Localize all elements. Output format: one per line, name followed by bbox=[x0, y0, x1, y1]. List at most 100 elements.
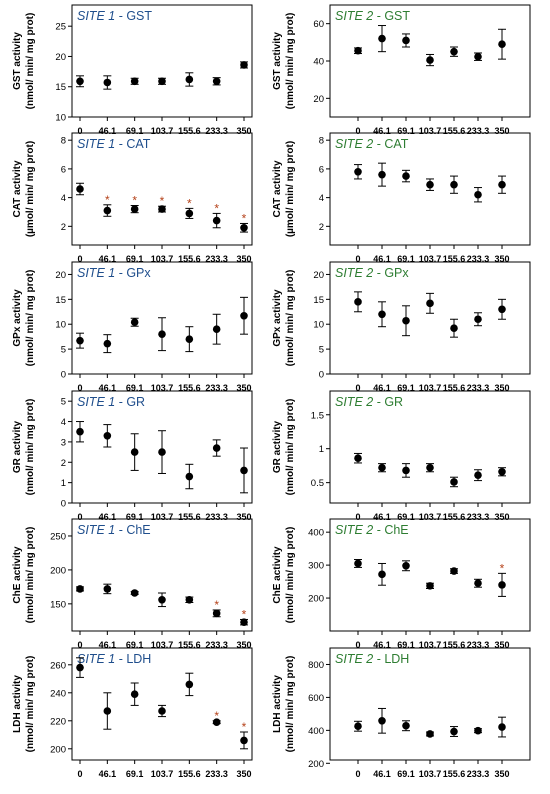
x-tick-label: 233.3 bbox=[467, 126, 490, 136]
significance-asterisk: * bbox=[242, 720, 247, 734]
x-tick-label: 155.6 bbox=[178, 512, 201, 522]
y-tick-label: 15 bbox=[55, 82, 66, 93]
data-point bbox=[240, 618, 248, 626]
x-tick-label: 103.7 bbox=[151, 769, 174, 779]
panel-enzyme-label: GPx bbox=[126, 266, 151, 280]
panel-enzyme-label: CAT bbox=[126, 137, 150, 151]
x-tick-label: 155.6 bbox=[178, 254, 201, 264]
x-tick-label: 233.3 bbox=[467, 254, 490, 264]
data-point bbox=[185, 209, 194, 218]
x-tick-label: 0 bbox=[77, 126, 82, 136]
x-tick-label: 69.1 bbox=[397, 383, 415, 393]
x-tick-label: 350 bbox=[494, 512, 509, 522]
panel-title: SITE 2 - GPx bbox=[335, 266, 409, 280]
y-tick-label: 15 bbox=[55, 295, 66, 306]
y-tick-label: 150 bbox=[50, 599, 66, 610]
significance-asterisk: * bbox=[214, 709, 219, 723]
x-tick-label: 233.3 bbox=[467, 383, 490, 393]
data-point bbox=[103, 78, 112, 87]
panel-site-label: SITE 2 bbox=[335, 395, 373, 409]
y-tick-label: 8 bbox=[61, 136, 66, 147]
y-tick-label: 200 bbox=[50, 565, 66, 576]
y-tick-label: 250 bbox=[50, 531, 66, 542]
data-point bbox=[426, 180, 434, 189]
x-tick-label: 46.1 bbox=[373, 383, 391, 393]
y-tick-label: 4 bbox=[319, 193, 324, 204]
panel-title-separator: - bbox=[115, 652, 126, 666]
x-tick-label: 0 bbox=[77, 769, 82, 779]
x-tick-label: 46.1 bbox=[99, 383, 117, 393]
y-axis-label: LDH activity bbox=[272, 675, 283, 733]
y-axis-label: CAT activity bbox=[12, 160, 23, 217]
panel-title: SITE 1 - LDH bbox=[77, 652, 151, 666]
data-point bbox=[158, 205, 166, 213]
x-tick-label: 155.6 bbox=[178, 640, 201, 650]
data-point bbox=[240, 61, 248, 69]
x-tick-label: 0 bbox=[355, 640, 360, 650]
data-point bbox=[158, 707, 166, 715]
panel-title-separator: - bbox=[115, 523, 126, 537]
y-tick-label: 3 bbox=[61, 437, 66, 448]
x-tick-label: 350 bbox=[236, 254, 251, 264]
data-point bbox=[426, 582, 434, 590]
panel-title-separator: - bbox=[115, 9, 126, 23]
significance-asterisk: * bbox=[105, 193, 110, 207]
data-point bbox=[474, 579, 482, 588]
x-tick-label: 69.1 bbox=[126, 126, 144, 136]
x-tick-label: 0 bbox=[77, 383, 82, 393]
data-point bbox=[498, 40, 506, 48]
y-tick-label: 300 bbox=[308, 561, 324, 572]
significance-asterisk: * bbox=[187, 196, 192, 210]
panel-site-label: SITE 1 bbox=[77, 9, 115, 23]
significance-asterisk: * bbox=[214, 598, 219, 612]
panel-site-label: SITE 1 bbox=[77, 266, 115, 280]
x-tick-label: 350 bbox=[494, 640, 509, 650]
x-tick-label: 350 bbox=[236, 640, 251, 650]
x-tick-label: 103.7 bbox=[419, 254, 442, 264]
panel-title: SITE 2 - GR bbox=[335, 395, 403, 409]
x-tick-label: 233.3 bbox=[205, 769, 228, 779]
data-point bbox=[354, 454, 362, 463]
panel-site2-cat: SITE 2 - CAT 2 4 6 8 CAT activity (µmol/ min/ … bbox=[272, 132, 531, 264]
y-tick-label: 200 bbox=[308, 759, 324, 770]
panel-title: SITE 1 - ChE bbox=[77, 523, 151, 537]
x-tick-label: 103.7 bbox=[419, 383, 442, 393]
x-tick-label: 350 bbox=[494, 126, 509, 136]
y-tick-label: 400 bbox=[308, 726, 324, 737]
x-tick-label: 103.7 bbox=[419, 640, 442, 650]
data-point bbox=[450, 727, 458, 736]
y-tick-label: 25 bbox=[55, 22, 66, 33]
data-point bbox=[76, 336, 84, 345]
data-point bbox=[426, 56, 434, 64]
data-point bbox=[474, 471, 482, 479]
data-point bbox=[185, 680, 194, 689]
data-point bbox=[240, 311, 248, 320]
panel-enzyme-label: GST bbox=[384, 9, 410, 23]
data-point bbox=[103, 339, 112, 348]
y-axis-label: GST activity bbox=[272, 32, 283, 90]
data-point bbox=[450, 478, 458, 486]
x-tick-label: 0 bbox=[355, 512, 360, 522]
data-point bbox=[402, 36, 410, 45]
x-tick-label: 46.1 bbox=[373, 254, 391, 264]
x-tick-label: 69.1 bbox=[397, 769, 415, 779]
x-tick-label: 69.1 bbox=[126, 640, 144, 650]
data-point bbox=[402, 172, 410, 180]
x-tick-label: 233.3 bbox=[205, 383, 228, 393]
x-tick-label: 69.1 bbox=[397, 512, 415, 522]
data-point bbox=[354, 298, 362, 306]
y-tick-label: 220 bbox=[50, 716, 66, 727]
panel-enzyme-label: ChE bbox=[384, 523, 408, 537]
y-axis-label: ChE activity bbox=[272, 546, 283, 604]
panel-site-label: SITE 1 bbox=[77, 137, 115, 151]
x-tick-label: 46.1 bbox=[373, 126, 391, 136]
y-tick-label: 20 bbox=[55, 52, 66, 63]
data-point bbox=[103, 707, 112, 715]
panel-title-separator: - bbox=[373, 523, 384, 537]
x-tick-label: 0 bbox=[355, 383, 360, 393]
x-tick-label: 0 bbox=[77, 512, 82, 522]
data-point bbox=[76, 185, 84, 193]
x-tick-label: 103.7 bbox=[151, 640, 174, 650]
x-tick-label: 155.6 bbox=[178, 126, 201, 136]
y-tick-label: 10 bbox=[55, 113, 66, 124]
